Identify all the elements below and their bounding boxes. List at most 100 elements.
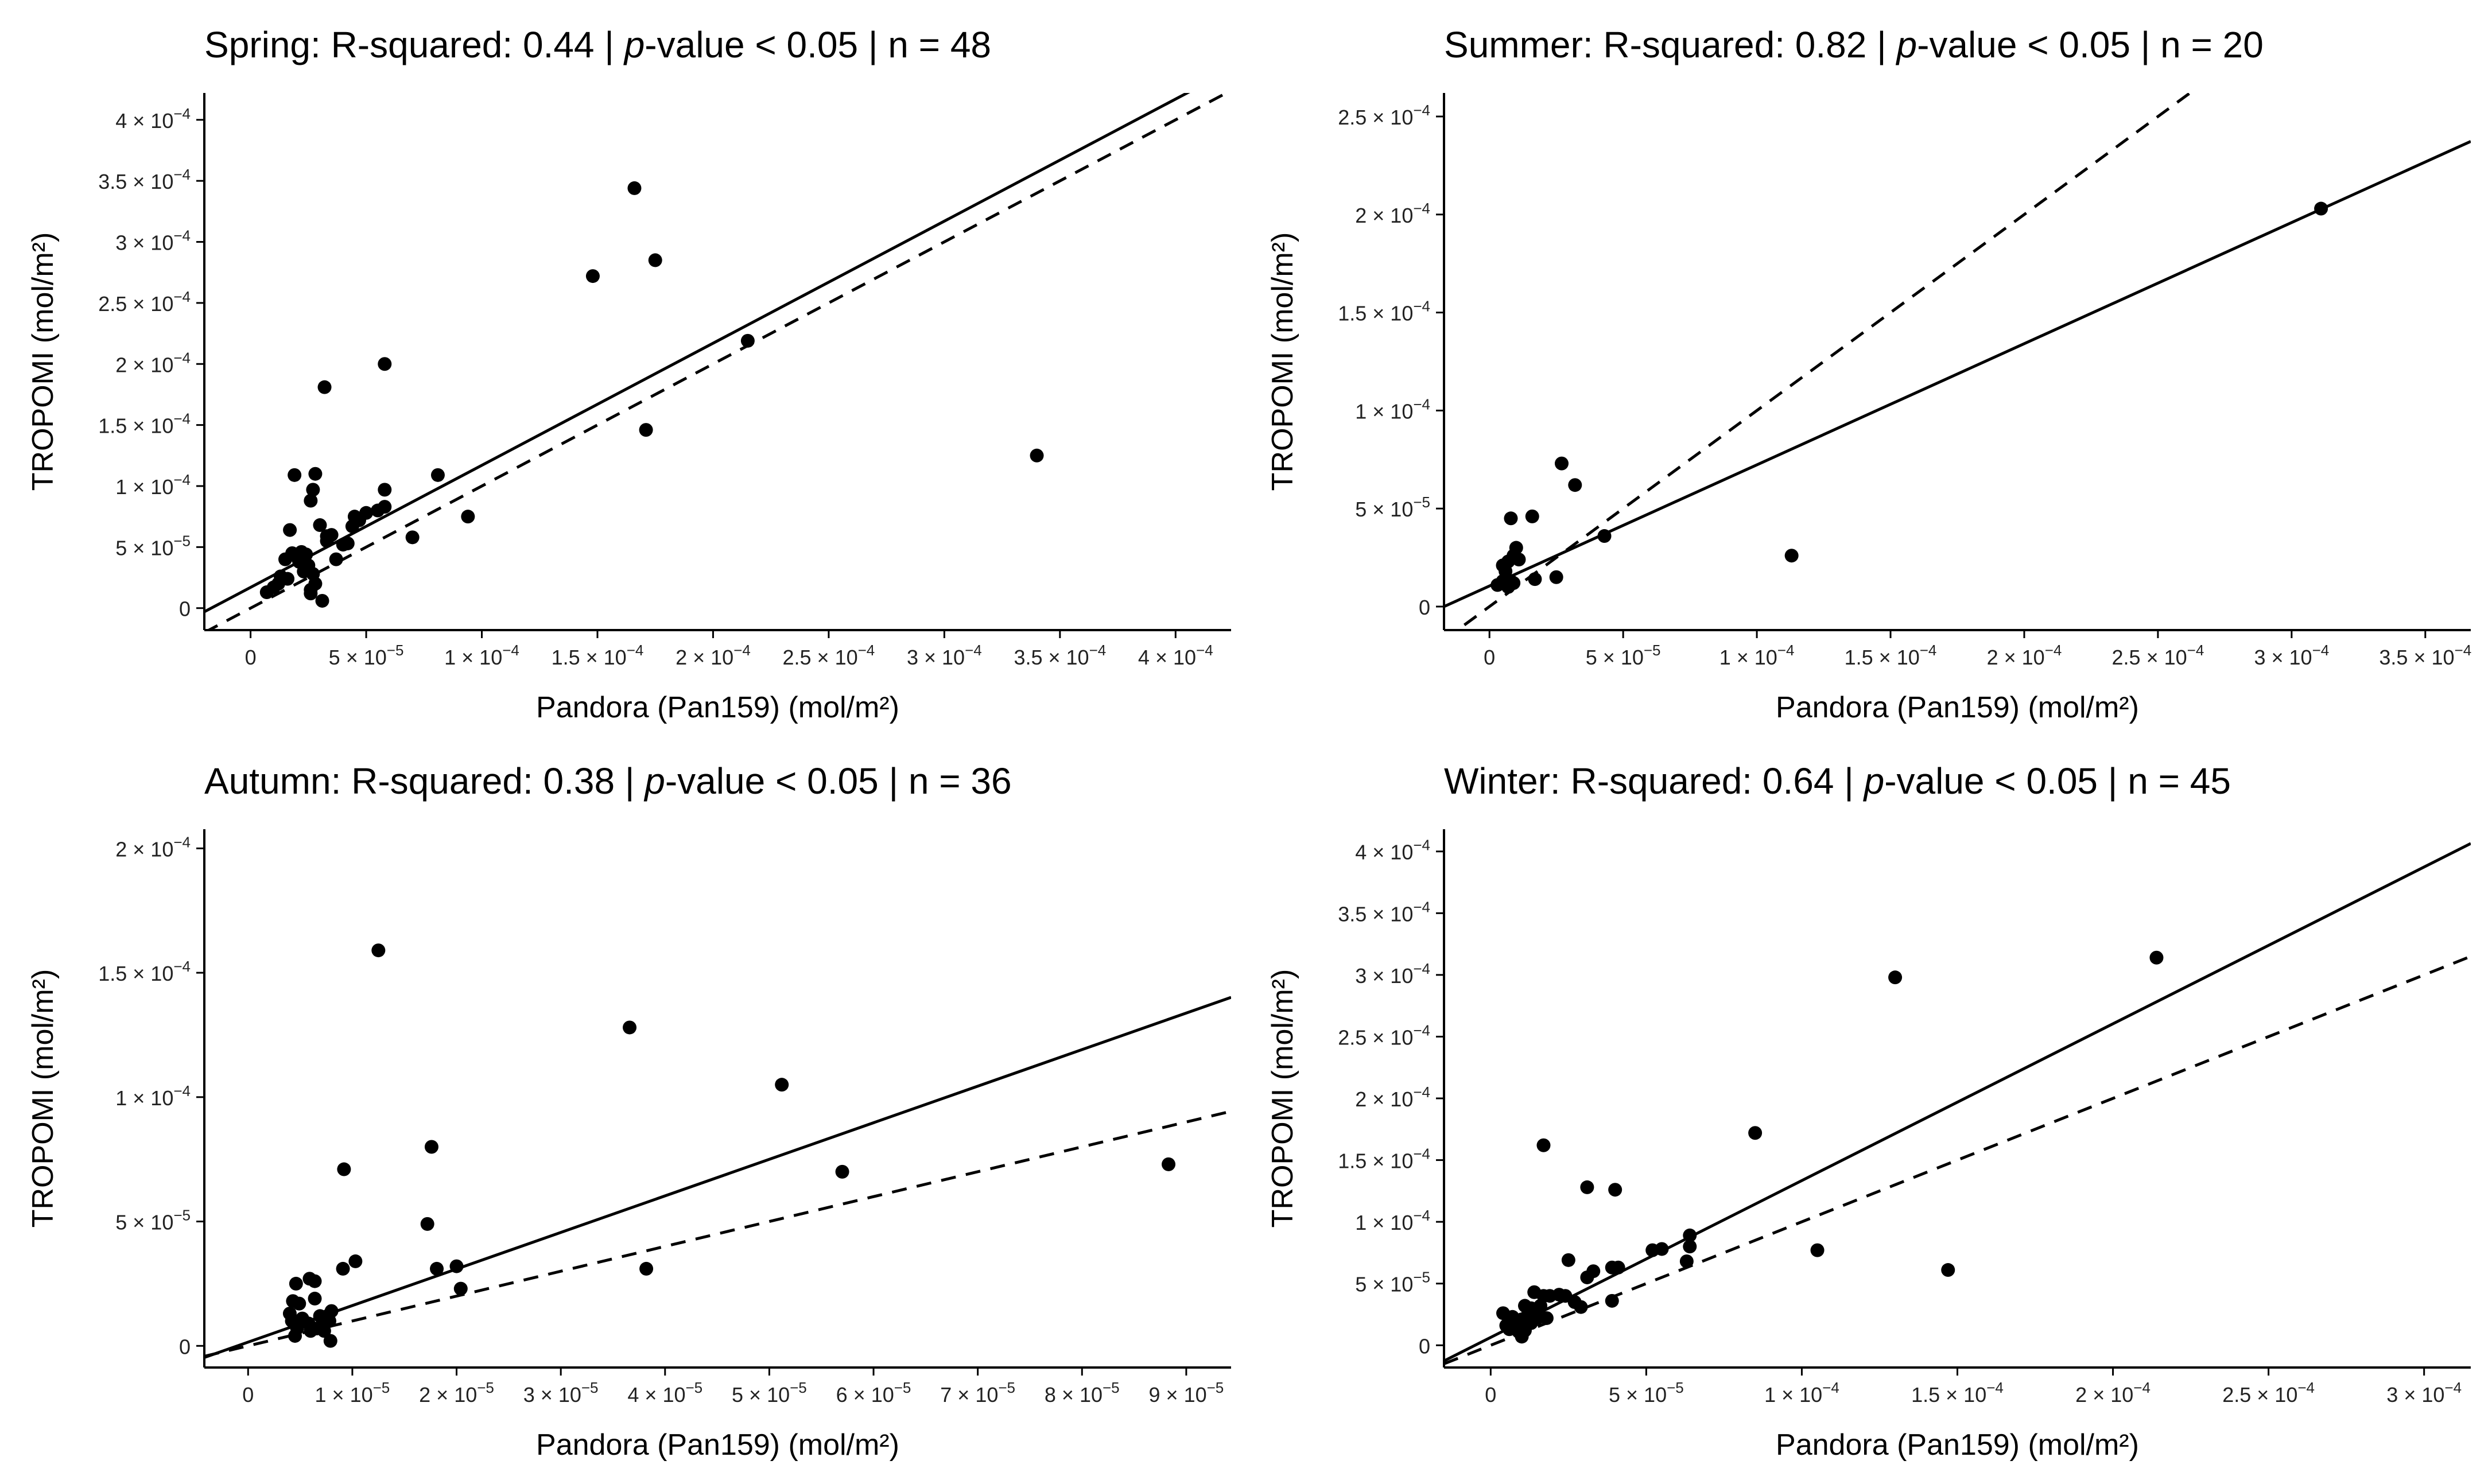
summer-fit-line: [1444, 140, 2471, 608]
spring-y-tick-label: 1.5 × 10−4: [98, 410, 191, 438]
summer-point: [1554, 456, 1569, 471]
summer-x-tick-label: 2.5 × 10−4: [2112, 642, 2204, 669]
spring-y-tick-label: 2 × 10−4: [115, 349, 191, 376]
winter-y-tick-label: 2 × 10−4: [1355, 1083, 1430, 1111]
winter-y-tick-label: 3.5 × 10−4: [1338, 898, 1430, 926]
autumn-y-tick-label: 1 × 10−4: [115, 1082, 191, 1110]
spring-point: [740, 333, 755, 348]
autumn-y-tick-label: 2 × 10−4: [115, 833, 191, 861]
summer-point: [1568, 478, 1582, 492]
summer-y-axis-title: TROPOMI (mol/m²): [1266, 232, 1299, 491]
autumn-point: [282, 1306, 297, 1320]
winter-x-tick-label: 0: [1485, 1383, 1496, 1407]
winter-fit-line: [1444, 842, 2471, 1362]
summer-x-tick-label: 1 × 10−4: [1719, 642, 1795, 669]
winter-x-tick-label: 2.5 × 10−4: [2222, 1379, 2315, 1407]
winter-point: [1561, 1253, 1575, 1267]
spring-point: [345, 519, 359, 534]
autumn-x-tick-label: 5 × 10−5: [732, 1379, 807, 1407]
spring-x-tick-label: 3.5 × 10−4: [1014, 642, 1106, 669]
summer-point: [1784, 549, 1799, 563]
spring-y-tick-label: 3.5 × 10−4: [98, 166, 191, 193]
winter-x-tick-label: 1.5 × 10−4: [1911, 1379, 2004, 1407]
spring-point: [627, 181, 642, 195]
autumn-y-tick-label: 0: [179, 1335, 191, 1358]
summer-x-tick-label: 0: [1484, 646, 1495, 669]
autumn-x-tick-label: 3 × 10−5: [523, 1379, 599, 1407]
winter-point: [1558, 1289, 1573, 1303]
winter-point: [1605, 1293, 1619, 1308]
summer-point: [2314, 201, 2328, 216]
winter-y-tick-label: 3 × 10−4: [1355, 960, 1430, 988]
spring-x-tick-label: 2 × 10−4: [676, 642, 751, 669]
spring-y-tick-label: 2.5 × 10−4: [98, 288, 191, 316]
spring-y-tick-label: 1 × 10−4: [115, 471, 191, 499]
autumn-point: [348, 1254, 363, 1268]
winter-x-tick-label: 5 × 10−5: [1609, 1379, 1684, 1407]
spring-x-tick-label: 2.5 × 10−4: [783, 642, 875, 669]
winter-y-tick-label: 0: [1419, 1334, 1430, 1358]
spring-point: [648, 253, 662, 267]
summer-point: [1490, 578, 1505, 592]
autumn-title: Autumn: R-squared: 0.38 | p-value < 0.05…: [204, 760, 1012, 802]
winter-point: [1496, 1306, 1511, 1320]
winter-point: [1941, 1263, 1955, 1277]
autumn-one-to-one-line: [204, 1110, 1231, 1358]
summer-x-tick-label: 1.5 × 10−4: [1845, 642, 1937, 669]
winter-point: [1580, 1180, 1594, 1194]
winter-point: [1683, 1228, 1697, 1242]
autumn-y-axis-title: TROPOMI (mol/m²): [26, 969, 60, 1228]
winter-y-tick-label: 2.5 × 10−4: [1338, 1021, 1430, 1049]
winter-point: [1527, 1285, 1542, 1299]
autumn-point: [313, 1309, 327, 1323]
autumn-point: [317, 1324, 331, 1338]
winter-point: [1539, 1311, 1554, 1325]
spring-y-tick-label: 4 × 10−4: [115, 105, 191, 133]
spring-point: [273, 569, 288, 584]
spring-point: [306, 483, 320, 497]
spring-point: [461, 510, 475, 524]
autumn-point: [835, 1164, 849, 1179]
autumn-point: [453, 1281, 468, 1296]
autumn-x-axis-title: Pandora (Pan159) (mol/m²): [536, 1428, 899, 1462]
spring-y-tick-label: 5 × 10−5: [115, 532, 191, 560]
winter-point: [1524, 1316, 1538, 1330]
spring-y-tick-label: 3 × 10−4: [115, 227, 191, 255]
spring-point: [378, 483, 392, 497]
autumn-point: [430, 1261, 444, 1276]
spring-x-tick-label: 5 × 10−5: [329, 642, 404, 669]
winter-x-tick-label: 2 × 10−4: [2075, 1379, 2151, 1407]
spring-title: Spring: R-squared: 0.44 | p-value < 0.05…: [204, 24, 991, 65]
autumn-point: [371, 943, 386, 958]
autumn-point: [289, 1276, 303, 1291]
summer-x-tick-label: 2 × 10−4: [1987, 642, 2062, 669]
autumn-point: [639, 1261, 654, 1276]
spring-point: [320, 529, 334, 543]
spring-point: [329, 552, 343, 566]
spring-x-axis-title: Pandora (Pan159) (mol/m²): [536, 691, 899, 724]
autumn-x-tick-label: 6 × 10−5: [836, 1379, 911, 1407]
spring-point: [288, 468, 302, 482]
autumn-x-tick-label: 9 × 10−5: [1149, 1379, 1224, 1407]
summer-point: [1597, 529, 1612, 543]
spring-x-tick-label: 0: [245, 646, 257, 669]
spring-point: [283, 523, 297, 537]
summer-point: [1528, 572, 1542, 586]
winter-point: [1580, 1270, 1594, 1284]
autumn-point: [420, 1217, 434, 1231]
spring-point: [304, 494, 318, 508]
spring-x-tick-label: 1.5 × 10−4: [552, 642, 644, 669]
winter-y-tick-label: 5 × 10−5: [1355, 1269, 1430, 1296]
winter-y-axis-title: TROPOMI (mol/m²): [1266, 969, 1299, 1228]
summer-one-to-one-line: [1455, 93, 2193, 630]
spring-point: [378, 500, 392, 514]
autumn-point: [324, 1304, 339, 1318]
autumn-fit-line: [204, 996, 1231, 1359]
winter-y-tick-label: 4 × 10−4: [1355, 837, 1430, 864]
winter-point: [1679, 1254, 1694, 1268]
autumn-y-tick-label: 1.5 × 10−4: [98, 958, 191, 985]
autumn-point: [288, 1328, 302, 1343]
winter-point: [1574, 1300, 1588, 1314]
spring-point: [317, 380, 332, 394]
